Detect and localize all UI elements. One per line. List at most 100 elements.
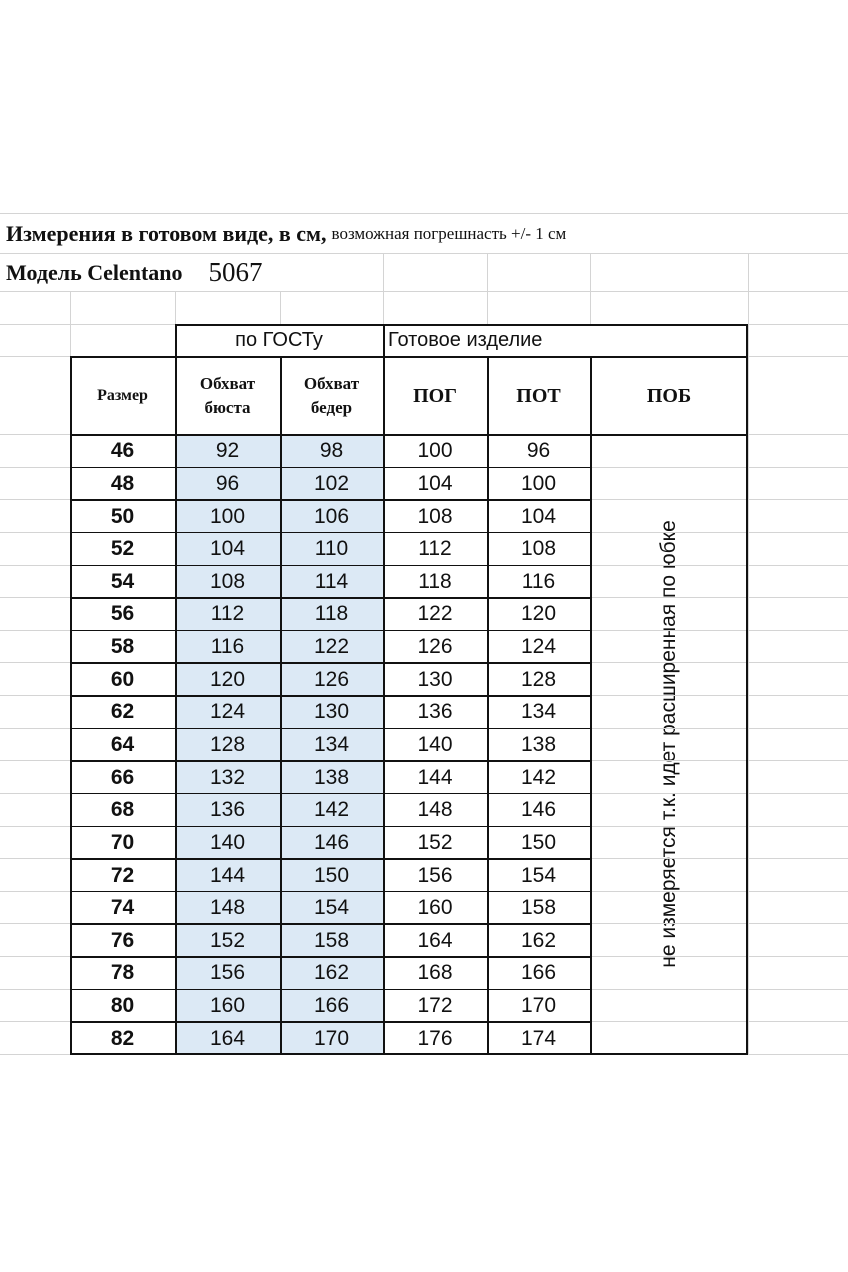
header-hips: Обхват бедер	[303, 374, 360, 417]
table-border	[70, 695, 590, 697]
pob-note: не измеряется т.к. идет расширенная по ю…	[657, 520, 681, 968]
gridline	[748, 253, 749, 1054]
table-border	[175, 324, 177, 356]
size-cell: 66	[110, 765, 135, 789]
model-number: 5067	[208, 257, 263, 287]
value-cell: 134	[520, 700, 557, 724]
gridline	[590, 291, 591, 324]
value-cell: 158	[520, 896, 557, 920]
value-cell: 136	[209, 798, 246, 822]
value-cell: 172	[417, 994, 453, 1018]
table-border	[175, 356, 177, 1055]
table-border	[746, 324, 748, 1055]
table-border	[70, 531, 590, 534]
table-border	[70, 356, 72, 1055]
value-cell: 130	[313, 700, 350, 724]
value-cell: 114	[314, 569, 349, 593]
value-cell: 126	[417, 635, 453, 659]
table-border	[70, 760, 590, 762]
table-border	[590, 356, 592, 1055]
value-cell: 170	[520, 994, 557, 1018]
value-cell: 104	[417, 471, 453, 495]
value-cell: 156	[209, 961, 246, 985]
gost-fill	[175, 434, 383, 1054]
value-cell: 166	[520, 961, 557, 985]
header-pot: ПОТ	[516, 385, 561, 407]
value-cell: 116	[521, 569, 556, 593]
value-cell: 144	[209, 863, 246, 887]
size-cell: 56	[110, 602, 135, 626]
table-border	[70, 956, 590, 958]
value-cell: 176	[417, 1026, 453, 1050]
value-cell: 140	[417, 732, 453, 756]
value-cell: 130	[417, 667, 453, 691]
gridline	[487, 291, 488, 324]
value-cell: 96	[526, 439, 551, 463]
group-gost: по ГОСТу	[235, 328, 323, 351]
value-cell: 108	[520, 537, 557, 561]
header-size: Размер	[97, 387, 148, 404]
value-cell: 120	[209, 667, 246, 691]
table-border	[70, 727, 590, 730]
size-cell: 74	[110, 896, 135, 920]
gridline	[590, 253, 591, 291]
value-cell: 116	[210, 635, 245, 659]
gridline	[280, 291, 281, 324]
table-border	[70, 629, 590, 632]
table-border	[70, 988, 590, 991]
table-border	[70, 434, 748, 436]
value-cell: 136	[417, 700, 453, 724]
value-cell: 170	[313, 1026, 350, 1050]
value-cell: 112	[210, 602, 245, 626]
value-cell: 152	[209, 928, 246, 952]
value-cell: 150	[520, 830, 557, 854]
header-pob: ПОБ	[646, 385, 692, 407]
value-cell: 132	[209, 765, 246, 789]
size-cell: 50	[110, 504, 135, 528]
title-note: возможная погрешнасть +/- 1 см	[331, 224, 567, 243]
table-border	[70, 890, 590, 893]
model-row: Модель Celentano 5067	[6, 254, 263, 291]
value-cell: 158	[313, 928, 350, 952]
table-border	[70, 858, 590, 860]
value-cell: 128	[209, 732, 246, 756]
header-pog: ПОГ	[413, 385, 457, 407]
size-cell: 54	[110, 569, 135, 593]
pob-note-cell: не измеряется т.к. идет расширенная по ю…	[590, 434, 748, 1054]
size-cell: 62	[110, 700, 135, 724]
table-border	[383, 356, 385, 1055]
table-border	[70, 662, 590, 664]
value-cell: 152	[417, 830, 453, 854]
value-cell: 124	[209, 700, 246, 724]
gridline	[0, 291, 848, 292]
table-border	[280, 356, 282, 1055]
value-cell: 160	[209, 994, 246, 1018]
value-cell: 148	[209, 896, 246, 920]
title-bold: Измерения в готовом виде, в см,	[6, 221, 327, 246]
value-cell: 118	[314, 602, 349, 626]
size-cell: 78	[110, 961, 135, 985]
value-cell: 120	[520, 602, 557, 626]
table-border	[383, 324, 385, 356]
value-cell: 166	[313, 994, 350, 1018]
value-cell: 118	[418, 569, 452, 593]
table-border	[70, 1053, 748, 1055]
value-cell: 150	[313, 863, 350, 887]
header-bust: Обхват бюста	[199, 374, 256, 417]
value-cell: 142	[313, 798, 350, 822]
value-cell: 164	[209, 1026, 246, 1050]
value-cell: 108	[209, 569, 246, 593]
value-cell: 140	[209, 830, 246, 854]
gridline	[383, 253, 384, 291]
value-cell: 134	[313, 732, 350, 756]
gridline	[70, 324, 71, 356]
gridline	[383, 291, 384, 324]
table-border	[70, 923, 590, 925]
value-cell: 148	[417, 798, 453, 822]
size-cell: 80	[110, 994, 135, 1018]
size-cell: 82	[110, 1026, 135, 1050]
value-cell: 122	[313, 635, 350, 659]
table-border	[487, 356, 489, 1055]
size-cell: 64	[110, 732, 135, 756]
